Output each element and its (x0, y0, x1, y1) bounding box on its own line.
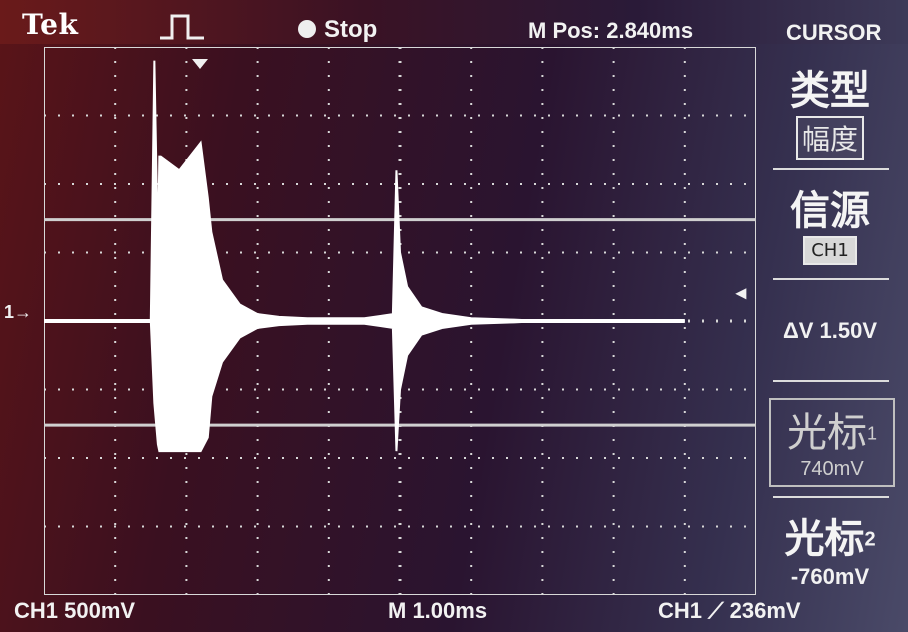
menu-item-type[interactable]: 类型 幅度 (765, 58, 895, 160)
timebase-readout: M 1.00ms (388, 598, 488, 623)
ch1-scale-readout: CH1 500mV (14, 598, 136, 623)
cursor2-value: -760mV (790, 564, 870, 589)
top-status-bar: Tek Stop M Pos: 2.840ms CURSOR (0, 0, 908, 45)
type-label: 类型 (790, 68, 870, 114)
cursor1-label: 光标 (786, 411, 867, 455)
divider (773, 168, 889, 170)
menu-title: CURSOR (786, 20, 882, 45)
run-state-label: Stop (324, 16, 378, 43)
cursor2-label: 光标 (784, 516, 865, 562)
trigger-readout: CH1 ⟋ 236mV (658, 598, 801, 623)
trigger-pulse-icon (160, 14, 204, 40)
channel-1-marker: 1→ (4, 302, 33, 322)
menu-item-cursor-2[interactable]: 光标2 -760mV (765, 506, 895, 590)
waveform-display (44, 47, 756, 595)
delta-v-value: ΔV 1.50V (782, 318, 878, 343)
delta-v-readout: ΔV 1.50V (765, 318, 895, 344)
cursor1-value: 740mV (800, 458, 864, 480)
brand-logo: Tek (22, 8, 79, 41)
horizontal-position-readout: M Pos: 2.840ms (528, 18, 694, 43)
divider (773, 496, 889, 498)
trigger-level-marker: ◂ (736, 282, 747, 304)
cursor1-index: 1 (866, 423, 877, 444)
run-state-icon (298, 20, 316, 38)
side-menu-cursor: 类型 幅度 信源 CH1 ΔV 1.50V 光标1 740mV 光标2 -760… (765, 50, 895, 610)
divider (773, 380, 889, 382)
divider (773, 278, 889, 280)
source-value: CH1 (803, 236, 857, 265)
waveform-envelope (44, 60, 685, 453)
menu-item-cursor-1[interactable]: 光标1 740mV (769, 398, 895, 487)
cursor2-index: 2 (864, 528, 876, 551)
source-label: 信源 (790, 188, 870, 234)
ch1-waveform (44, 60, 685, 453)
trigger-position-icon (192, 59, 208, 69)
menu-item-source[interactable]: 信源 CH1 (765, 178, 895, 265)
type-value: 幅度 (795, 116, 864, 160)
